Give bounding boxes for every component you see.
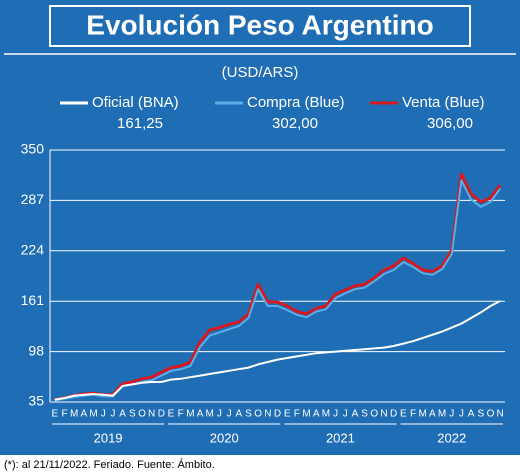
x-tick-label: M (302, 409, 310, 420)
x-tick-label: J (227, 409, 232, 420)
x-tick-label: A (313, 409, 320, 420)
year-label: 2022 (437, 430, 466, 445)
x-tick-label: S (477, 409, 484, 420)
x-tick-label: A (429, 409, 436, 420)
x-tick-label: D (390, 409, 397, 420)
legend-value: 161,25 (117, 115, 163, 132)
x-tick-label: N (497, 409, 504, 420)
x-tick-label: N (264, 409, 271, 420)
x-tick-label: F (61, 409, 67, 420)
legend-label: Venta (Blue) (402, 94, 485, 111)
x-tick-label: N (148, 409, 155, 420)
x-tick-label: M (206, 409, 214, 420)
x-tick-label: M (186, 409, 194, 420)
x-tick-label: N (380, 409, 387, 420)
x-tick-label: F (410, 409, 416, 420)
x-tick-label: S (361, 409, 368, 420)
y-tick-label: 287 (21, 191, 45, 207)
year-label: 2019 (94, 430, 123, 445)
y-tick-label: 161 (21, 292, 45, 308)
x-tick-label: F (294, 409, 300, 420)
y-tick-label: 350 (21, 141, 45, 157)
x-tick-label: E (400, 409, 407, 420)
y-tick-label: 98 (28, 342, 44, 358)
x-tick-label: A (352, 409, 359, 420)
legend-label: Oficial (BNA) (92, 94, 179, 111)
chart-title: Evolución Peso Argentino (86, 9, 433, 40)
x-tick-label: J (217, 409, 222, 420)
legend-label: Compra (Blue) (247, 94, 345, 111)
x-tick-label: E (52, 409, 59, 420)
x-tick-label: A (468, 409, 475, 420)
x-tick-label: J (449, 409, 454, 420)
x-tick-label: E (284, 409, 291, 420)
x-tick-label: D (158, 409, 165, 420)
year-label: 2020 (210, 430, 239, 445)
x-tick-label: M (438, 409, 446, 420)
x-tick-label: O (138, 409, 146, 420)
x-tick-label: D (274, 409, 281, 420)
x-tick-label: J (333, 409, 338, 420)
x-tick-label: F (178, 409, 184, 420)
x-tick-label: J (343, 409, 348, 420)
x-tick-label: J (110, 409, 115, 420)
x-tick-label: A (81, 409, 88, 420)
footnote: (*): al 21/11/2022. Feriado. Fuente: Ámb… (4, 458, 215, 471)
x-tick-label: J (101, 409, 106, 420)
series-line (54, 300, 501, 401)
series-line (54, 172, 502, 402)
x-tick-label: M (89, 409, 97, 420)
x-tick-label: J (459, 409, 464, 420)
x-tick-label: S (245, 409, 252, 420)
x-tick-label: O (370, 409, 378, 420)
x-tick-label: A (197, 409, 204, 420)
x-tick-label: O (254, 409, 262, 420)
x-tick-label: A (235, 409, 242, 420)
legend-value: 306,00 (427, 115, 473, 132)
x-tick-label: M (322, 409, 330, 420)
y-tick-label: 35 (28, 393, 44, 409)
x-tick-label: A (119, 409, 126, 420)
chart-subtitle: (USD/ARS) (222, 64, 299, 81)
year-label: 2021 (326, 430, 355, 445)
x-tick-label: M (419, 409, 427, 420)
title-box (49, 5, 471, 47)
legend-value: 302,00 (272, 115, 318, 132)
x-tick-label: S (129, 409, 136, 420)
x-tick-label: O (487, 409, 495, 420)
x-tick-label: E (168, 409, 175, 420)
panel (0, 0, 520, 455)
y-tick-label: 224 (21, 242, 45, 258)
x-tick-label: M (70, 409, 78, 420)
